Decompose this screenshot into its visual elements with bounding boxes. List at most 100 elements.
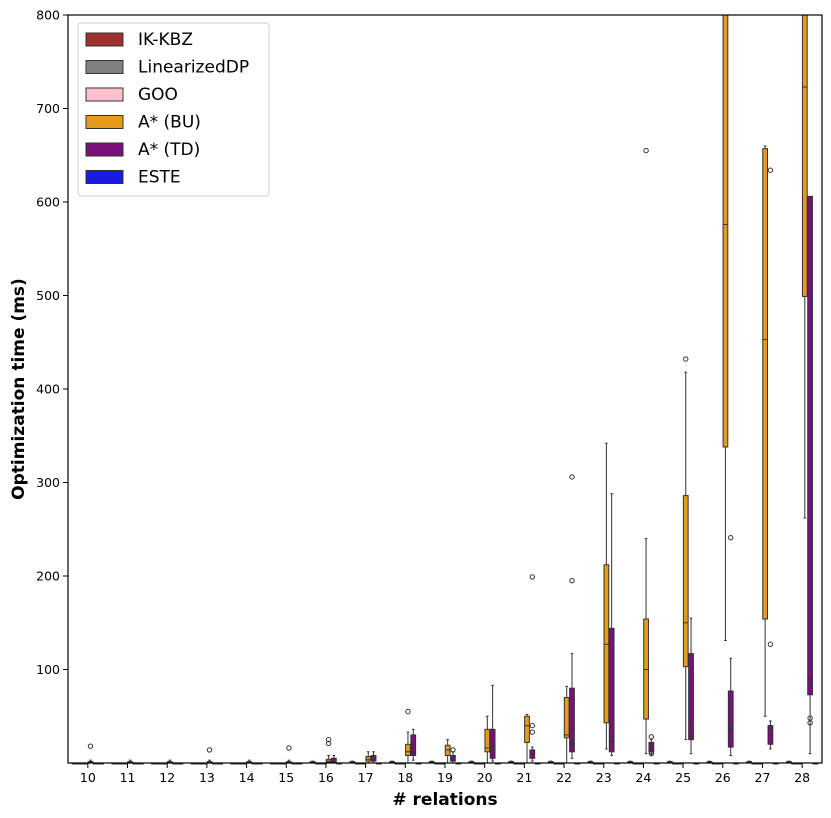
outlier-point — [529, 729, 536, 735]
outlier-point — [767, 641, 774, 647]
legend-frame — [77, 22, 270, 197]
outlier-point — [410, 748, 416, 754]
outlier-point — [529, 722, 536, 729]
x-axis-label: # relations — [392, 790, 497, 810]
x-tick-label: 22 — [556, 770, 572, 785]
y-tick-label: 700 — [36, 101, 60, 116]
box-3-8 — [405, 708, 411, 764]
box-body — [569, 687, 575, 753]
outlier-point — [767, 724, 774, 731]
x-tick-label: 14 — [239, 770, 255, 785]
outlier-point — [405, 708, 411, 715]
y-tick-label: 100 — [36, 662, 60, 677]
x-tick-label: 11 — [120, 770, 136, 785]
legend-swatch — [85, 60, 124, 74]
box-body — [524, 715, 530, 743]
box-body — [682, 495, 689, 668]
box-4-17 — [767, 720, 774, 750]
outlier-point — [489, 745, 496, 751]
x-tick-label: 24 — [635, 770, 651, 785]
outlier-point — [87, 743, 94, 749]
legend-swatch — [85, 170, 124, 184]
outlier-point — [648, 734, 655, 740]
y-tick-label: 500 — [36, 288, 60, 303]
y-tick-label: 400 — [36, 382, 60, 397]
outlier-point — [643, 147, 649, 154]
y-axis-label: Optimization time (ms) — [9, 278, 29, 500]
outlier-point — [325, 736, 332, 743]
box-4-8 — [410, 728, 417, 761]
x-tick-label: 21 — [516, 770, 532, 785]
outlier-point — [569, 577, 575, 584]
outlier-point — [728, 727, 734, 733]
y-axis-ticks: 100 200 300 400 500 600 700 800 — [36, 8, 68, 677]
outlier-point — [648, 749, 655, 755]
box-3-6 — [325, 736, 332, 764]
x-tick-label: 20 — [477, 770, 493, 785]
box-body — [807, 195, 813, 696]
legend-swatch — [85, 142, 124, 157]
legend-label: ESTE — [138, 168, 181, 188]
box-3-12 — [563, 685, 570, 764]
y-tick-label: 300 — [36, 475, 60, 490]
box-3-11 — [524, 713, 530, 764]
x-tick-label: 16 — [318, 770, 334, 785]
box-body — [563, 697, 570, 739]
box-4-16 — [727, 657, 734, 757]
y-tick-label: 800 — [36, 8, 60, 23]
legend-label: A* (BU) — [138, 113, 201, 133]
box-3-13 — [603, 442, 610, 750]
box-body — [801, 14, 808, 297]
legend-swatch — [85, 115, 124, 129]
box-4-15 — [688, 617, 694, 755]
box-4-10 — [489, 684, 496, 762]
plot-frame — [67, 14, 823, 764]
box-body — [608, 627, 615, 753]
x-tick-label: 19 — [437, 770, 453, 785]
x-tick-label: 12 — [159, 770, 175, 785]
x-tick-label: 13 — [199, 770, 215, 785]
x-tick-label: 26 — [715, 770, 731, 785]
y-tick-label: 600 — [36, 195, 60, 210]
y-tick-label: 200 — [36, 569, 60, 584]
box-body — [405, 743, 411, 757]
box-3-14 — [643, 147, 649, 755]
x-axis-ticks: 10 11 12 13 14 15 16 17 18 19 20 21 22 23 24 25 26 27 28 — [80, 763, 810, 785]
outlier-point — [450, 747, 456, 753]
x-tick-label: 17 — [358, 770, 374, 785]
outlier-point — [608, 735, 615, 742]
outlier-point — [569, 474, 575, 480]
x-tick-label: 10 — [80, 770, 96, 785]
box-body — [484, 728, 491, 753]
x-tick-label: 18 — [397, 770, 413, 785]
box-body — [410, 734, 417, 757]
box-body — [762, 148, 769, 620]
legend-label: GOO — [138, 85, 178, 105]
box-4-11 — [529, 746, 536, 762]
box-3-17 — [762, 145, 769, 717]
outlier-point — [569, 739, 575, 746]
outlier-point — [807, 720, 813, 726]
outlier-point — [529, 574, 536, 580]
box-body — [727, 690, 734, 748]
box-body — [688, 653, 694, 741]
legend-swatch — [85, 87, 124, 102]
outlier-point — [767, 167, 774, 173]
legend-swatch — [85, 32, 124, 47]
box-body — [722, 14, 729, 448]
legend-label: LinearizedDP — [138, 58, 249, 78]
legend: IK-KBZ LinearizedDP GOO A* (BU) A* (TD) ESTE — [77, 22, 270, 197]
x-tick-label: 27 — [755, 770, 771, 785]
x-tick-label: 23 — [596, 770, 612, 785]
outlier-point — [286, 745, 292, 751]
legend-label: IK-KBZ — [138, 30, 193, 50]
outlier-point — [325, 740, 332, 747]
box-4-18 — [807, 195, 813, 755]
x-tick-label: 15 — [278, 770, 294, 785]
outlier-point — [206, 747, 213, 753]
outlier-point — [728, 534, 734, 541]
legend-label: A* (TD) — [138, 140, 200, 160]
box-4-13 — [608, 493, 615, 757]
box-body — [489, 728, 496, 759]
